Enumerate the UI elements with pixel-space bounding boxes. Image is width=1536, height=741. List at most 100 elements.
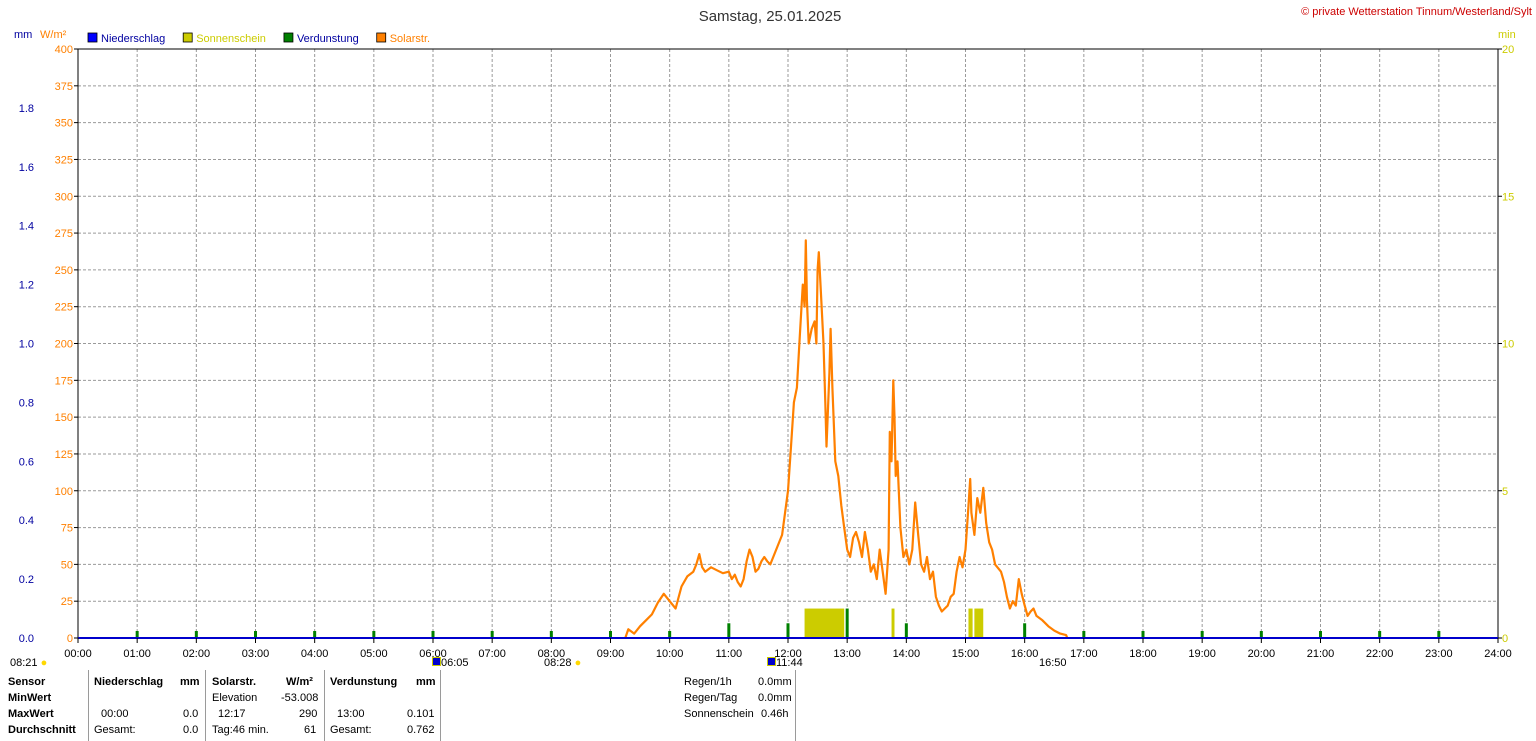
verdunstung-max-value: 0.101 xyxy=(407,708,435,720)
x-tick-label: 19:00 xyxy=(1188,648,1216,660)
window-icon xyxy=(432,657,441,666)
legend-swatch xyxy=(283,32,294,43)
x-tick-label: 05:00 xyxy=(360,648,388,660)
marker-sunset: 16:50 xyxy=(1039,657,1067,669)
evaporation-mark xyxy=(313,631,317,638)
y-wm2-tick-label: 75 xyxy=(61,523,73,535)
evaporation-mark xyxy=(1141,631,1145,638)
x-tick-label: 24:00 xyxy=(1484,648,1512,660)
x-tick-label: 10:00 xyxy=(656,648,684,660)
legend-swatch xyxy=(87,32,98,43)
y-wm2-tick-label: 375 xyxy=(55,81,73,93)
evaporation-mark xyxy=(549,631,553,638)
x-tick-label: 07:00 xyxy=(478,648,506,660)
niederschlag-max-time: 00:00 xyxy=(101,708,129,720)
y-mm-tick-label: 0.4 xyxy=(19,515,34,527)
solar-unit: W/m² xyxy=(286,676,313,688)
chart-labels: 00:00 01:00 02:00 03:00 04:00 05:00 06:00 07:00… xyxy=(19,44,1515,660)
copyright-text: © private Wetterstation Tinnum/Westerlan… xyxy=(1301,6,1532,18)
row-label-avg: Durchschnitt xyxy=(8,724,76,736)
solar-max-value: 290 xyxy=(299,708,318,720)
sunshine-bar xyxy=(804,608,845,638)
y-wm2-tick-label: 325 xyxy=(55,154,73,166)
y-mm-tick-label: 1.2 xyxy=(19,280,34,292)
niederschlag-unit: mm xyxy=(180,676,200,688)
marker-left: 08:21 ● xyxy=(10,657,47,669)
evaporation-mark xyxy=(194,631,198,638)
x-tick-label: 23:00 xyxy=(1425,648,1453,660)
evaporation-mark xyxy=(1200,631,1204,638)
y-mm-tick-label: 0.2 xyxy=(19,574,34,586)
summary-value-sunshine: 0.46h xyxy=(761,708,789,720)
marker-sunrise: 08:28 ● xyxy=(544,657,581,669)
niederschlag-header: Niederschlag xyxy=(94,676,164,688)
evaporation-mark xyxy=(904,623,908,638)
summary-value-rain-1h: 0.0mm xyxy=(758,676,792,688)
y-wm2-tick-label: 100 xyxy=(55,486,73,498)
solar-min-label: Elevation xyxy=(212,692,258,704)
summary-value-rain-day: 0.0mm xyxy=(758,692,792,704)
evaporation-mark xyxy=(609,631,612,638)
sun-icon: ● xyxy=(40,657,48,669)
y-wm2-tick-label: 225 xyxy=(55,302,73,314)
y-mm-tick-label: 0.8 xyxy=(19,397,34,409)
y-wm2-tick-label: 275 xyxy=(55,228,73,240)
y-wm2-tick-label: 200 xyxy=(55,339,73,351)
y-min-tick-label: 20 xyxy=(1502,44,1514,56)
y-wm2-tick-label: 400 xyxy=(55,44,73,56)
evaporation-mark xyxy=(727,623,731,638)
chart-title: Samstag, 25.01.2025 xyxy=(699,8,842,25)
x-tick-label: 03:00 xyxy=(242,648,270,660)
marker-noon-label: 11:44 xyxy=(776,657,803,669)
evaporation-ticks xyxy=(135,608,1441,638)
legend-swatch xyxy=(182,32,193,43)
y-mm-tick-label: 1.4 xyxy=(19,221,34,233)
y-wm2-tick-label: 50 xyxy=(61,559,73,571)
marker-sunrise-window-label: 06:05 xyxy=(441,657,469,669)
y-wm2-tick-label: 175 xyxy=(55,375,73,387)
x-tick-label: 08:00 xyxy=(538,648,566,660)
niederschlag-avg-label: Gesamt: xyxy=(94,724,136,736)
x-tick-label: 11:00 xyxy=(715,648,742,660)
sunshine-bar xyxy=(968,608,973,638)
y-wm2-tick-label: 350 xyxy=(55,118,73,130)
evaporation-mark xyxy=(668,631,672,638)
marker-sunset-label: 16:50 xyxy=(1039,657,1067,669)
chart-legend: Niederschlag Sonnenschein Verdunstung Solar… xyxy=(87,32,430,45)
x-tick-label: 02:00 xyxy=(183,648,211,660)
evaporation-mark xyxy=(1082,631,1086,638)
legend-label: Solarstr. xyxy=(390,33,430,45)
niederschlag-avg-value: 0.0 xyxy=(183,724,199,736)
evaporation-mark xyxy=(1259,631,1263,638)
summary-label-rain-1h: Regen/1h xyxy=(684,676,732,688)
y-min-tick-label: 15 xyxy=(1502,191,1514,203)
x-tick-label: 20:00 xyxy=(1248,648,1276,660)
y-wm2-tick-label: 0 xyxy=(67,633,73,645)
solar-avg-value: 61 xyxy=(304,724,317,736)
evaporation-mark xyxy=(1023,623,1027,638)
sun-icon: ● xyxy=(574,657,582,669)
evaporation-mark xyxy=(254,631,257,638)
evaporation-mark xyxy=(372,631,376,638)
solar-header: Solarstr. xyxy=(212,676,257,688)
x-tick-label: 09:00 xyxy=(597,648,625,660)
x-tick-label: 12:00 xyxy=(774,648,802,660)
x-tick-label: 22:00 xyxy=(1366,648,1394,660)
evaporation-mark xyxy=(431,631,435,638)
x-tick-label: 16:00 xyxy=(1011,648,1039,660)
y-unit-mm: mm xyxy=(14,29,32,41)
verdunstung-unit: mm xyxy=(416,676,436,688)
evaporation-mark xyxy=(490,631,494,638)
marker-sunrise-label: 08:28 xyxy=(544,657,572,669)
y-min-tick-label: 10 xyxy=(1502,339,1514,351)
y-wm2-tick-label: 250 xyxy=(55,265,73,277)
y-wm2-tick-label: 25 xyxy=(61,596,73,608)
solar-min-value: -53.008 xyxy=(281,692,319,704)
sunshine-bar xyxy=(891,608,895,638)
legend-label: Niederschlag xyxy=(101,33,165,45)
x-tick-label: 14:00 xyxy=(893,648,921,660)
y-mm-tick-label: 1.6 xyxy=(19,162,34,174)
x-tick-label: 01:00 xyxy=(123,648,151,660)
legend-label: Verdunstung xyxy=(297,33,359,45)
y-wm2-tick-label: 125 xyxy=(55,449,73,461)
